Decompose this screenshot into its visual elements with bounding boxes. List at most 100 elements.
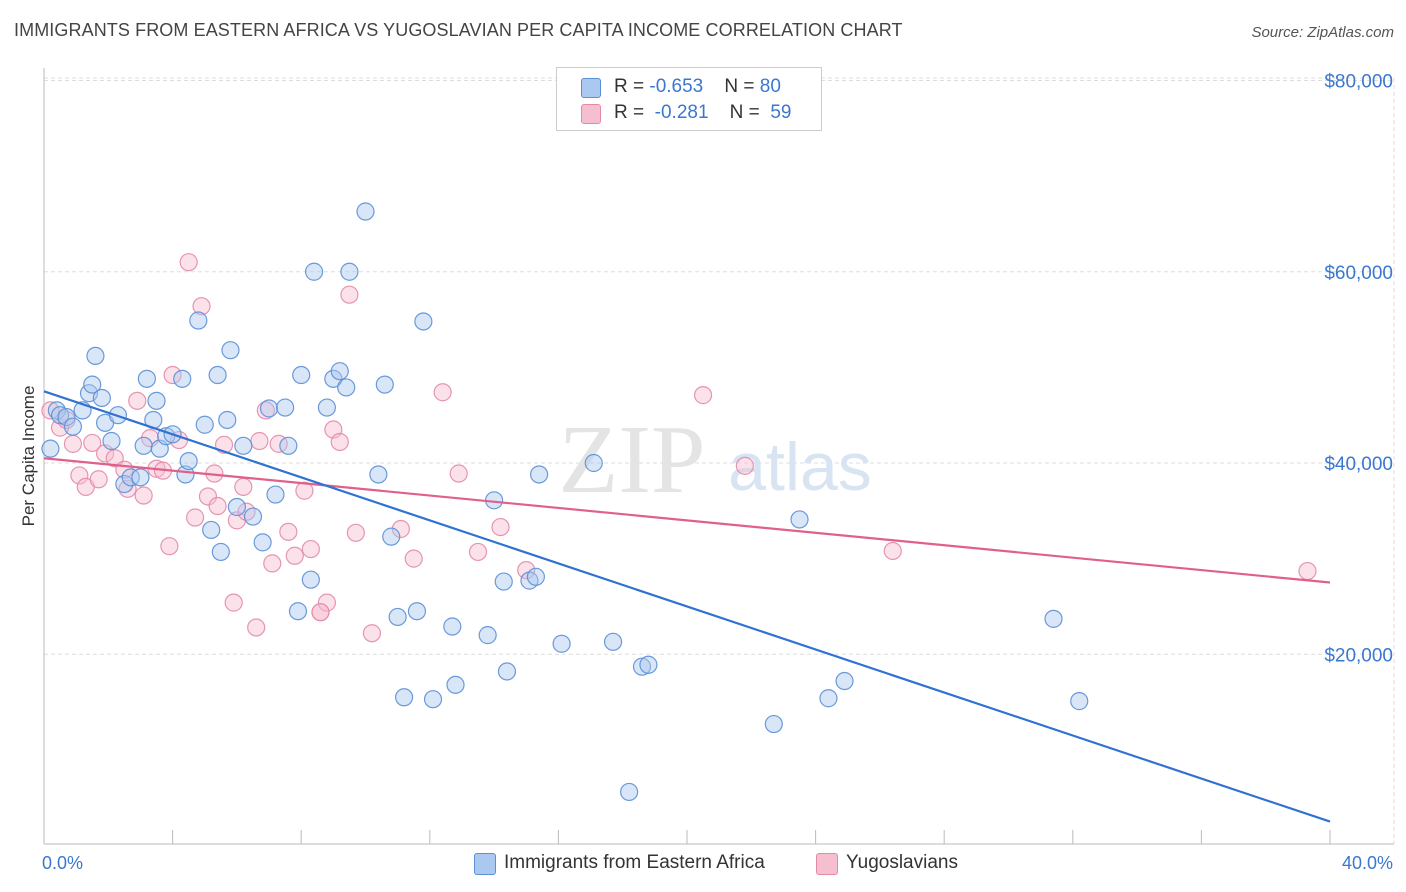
data-point-eastern-africa <box>211 542 230 562</box>
data-point-yugoslavians <box>693 386 713 405</box>
bottom-legend-swatch-yugoslavians <box>816 853 838 875</box>
data-point-yugoslavians <box>250 431 269 451</box>
data-point-yugoslavians <box>179 253 198 272</box>
legend-swatch-yugoslavians <box>581 104 601 124</box>
legend-n-value: 59 <box>770 102 792 123</box>
data-point-eastern-africa <box>497 662 517 681</box>
y-axis-title-group: Per Capita Income <box>19 386 38 527</box>
legend-n-label: N = <box>729 102 766 123</box>
data-point-eastern-africa <box>407 602 427 621</box>
data-point-eastern-africa <box>227 497 246 517</box>
data-point-eastern-africa <box>189 311 208 330</box>
y-tick-label: $80,000 <box>1324 72 1393 93</box>
data-point-eastern-africa <box>92 388 111 408</box>
data-point-eastern-africa <box>179 451 198 471</box>
data-point-yugoslavians <box>391 519 410 539</box>
legend-text-eastern-africa: R = -0.653 N = 80 <box>614 76 781 98</box>
data-point-yugoslavians <box>295 481 314 500</box>
bottom-legend-label: Immigrants from Eastern Africa <box>504 852 765 873</box>
data-point-yugoslavians <box>285 546 304 565</box>
data-point-yugoslavians <box>89 470 108 489</box>
data-point-yugoslavians <box>735 456 754 475</box>
data-point-yugoslavians <box>198 487 218 506</box>
watermark: ZIP atlas <box>559 406 872 514</box>
data-point-yugoslavians <box>301 539 320 559</box>
y-tick-label: $20,000 <box>1324 645 1393 666</box>
data-point-eastern-africa <box>279 436 298 455</box>
watermark-atlas: atlas <box>728 429 872 505</box>
data-point-yugoslavians <box>404 549 423 568</box>
legend-r-value: -0.653 <box>649 76 704 97</box>
data-point-yugoslavians <box>160 537 179 556</box>
data-point-eastern-africa <box>208 365 227 385</box>
data-point-yugoslavians <box>883 541 902 561</box>
y-tick-label: $40,000 <box>1324 454 1393 475</box>
data-point-eastern-africa <box>423 690 443 709</box>
data-point-yugoslavians <box>208 496 227 516</box>
data-point-yugoslavians <box>186 508 205 527</box>
data-point-eastern-africa <box>50 406 70 425</box>
data-point-eastern-africa <box>121 468 140 487</box>
data-point-eastern-africa <box>253 533 272 552</box>
data-point-eastern-africa <box>301 570 320 589</box>
grid-lines <box>44 77 1395 844</box>
data-point-yugoslavians <box>317 593 337 612</box>
bottom-legend-label: Yugoslavians <box>846 852 958 873</box>
data-point-eastern-africa <box>1070 692 1089 711</box>
data-point-yugoslavians <box>449 464 468 483</box>
data-point-yugoslavians <box>311 603 330 622</box>
legend-r-label: R = <box>614 102 650 123</box>
data-point-yugoslavians <box>234 477 253 497</box>
data-point-yugoslavians <box>517 560 536 580</box>
data-point-eastern-africa <box>526 567 545 586</box>
data-point-eastern-africa <box>195 415 214 434</box>
correlation-legend: R = -0.653 N = 80 R = -0.281 N = 59 <box>556 67 822 131</box>
data-point-yugoslavians <box>163 365 182 385</box>
data-point-eastern-africa <box>317 398 337 417</box>
data-point-eastern-africa <box>388 607 407 627</box>
data-point-yugoslavians <box>192 297 211 316</box>
data-point-yugoslavians <box>224 593 243 612</box>
data-point-eastern-africa <box>639 655 658 674</box>
data-point-yugoslavians <box>128 391 147 410</box>
legend-text-yugoslavians: R = -0.281 N = 59 <box>614 102 791 124</box>
x-tick-label: 40.0% <box>1342 853 1393 873</box>
data-point-eastern-africa <box>356 202 375 221</box>
data-point-eastern-africa <box>176 465 195 484</box>
data-point-eastern-africa <box>632 657 652 676</box>
data-point-eastern-africa <box>243 507 263 526</box>
data-point-eastern-africa <box>63 417 83 436</box>
trend-lines <box>43 390 1331 823</box>
data-point-yugoslavians <box>83 433 102 453</box>
legend-n-label: N = <box>724 76 760 97</box>
data-point-yugoslavians <box>362 624 382 643</box>
data-point-yugoslavians <box>279 522 298 541</box>
data-point-yugoslavians <box>63 434 83 453</box>
data-point-eastern-africa <box>137 369 156 388</box>
data-point-eastern-africa <box>1044 609 1063 628</box>
data-point-yugoslavians <box>134 486 153 505</box>
data-point-eastern-africa <box>234 436 253 455</box>
data-point-yugoslavians <box>491 517 510 537</box>
data-point-eastern-africa <box>552 634 571 653</box>
data-point-eastern-africa <box>340 262 359 281</box>
data-point-yugoslavians <box>256 401 275 420</box>
series-yugoslavians-points <box>41 253 1317 643</box>
source-label: Source: ZipAtlas.com <box>1251 24 1394 41</box>
data-point-eastern-africa <box>147 391 166 410</box>
data-point-eastern-africa <box>369 465 388 484</box>
data-point-eastern-africa <box>83 375 102 394</box>
data-point-eastern-africa <box>584 453 603 473</box>
trend-line-eastern-africa <box>43 390 1331 823</box>
data-point-eastern-africa <box>819 689 838 708</box>
chart-title: IMMIGRANTS FROM EASTERN AFRICA VS YUGOSL… <box>14 20 903 40</box>
data-point-eastern-africa <box>764 714 783 734</box>
data-point-eastern-africa <box>131 468 150 487</box>
data-point-eastern-africa <box>134 436 153 455</box>
data-point-eastern-africa <box>337 378 356 397</box>
data-point-eastern-africa <box>375 375 394 394</box>
data-point-eastern-africa <box>790 510 809 529</box>
trend-line-yugoslavians <box>43 457 1331 584</box>
y-tick-label: $60,000 <box>1324 263 1393 284</box>
